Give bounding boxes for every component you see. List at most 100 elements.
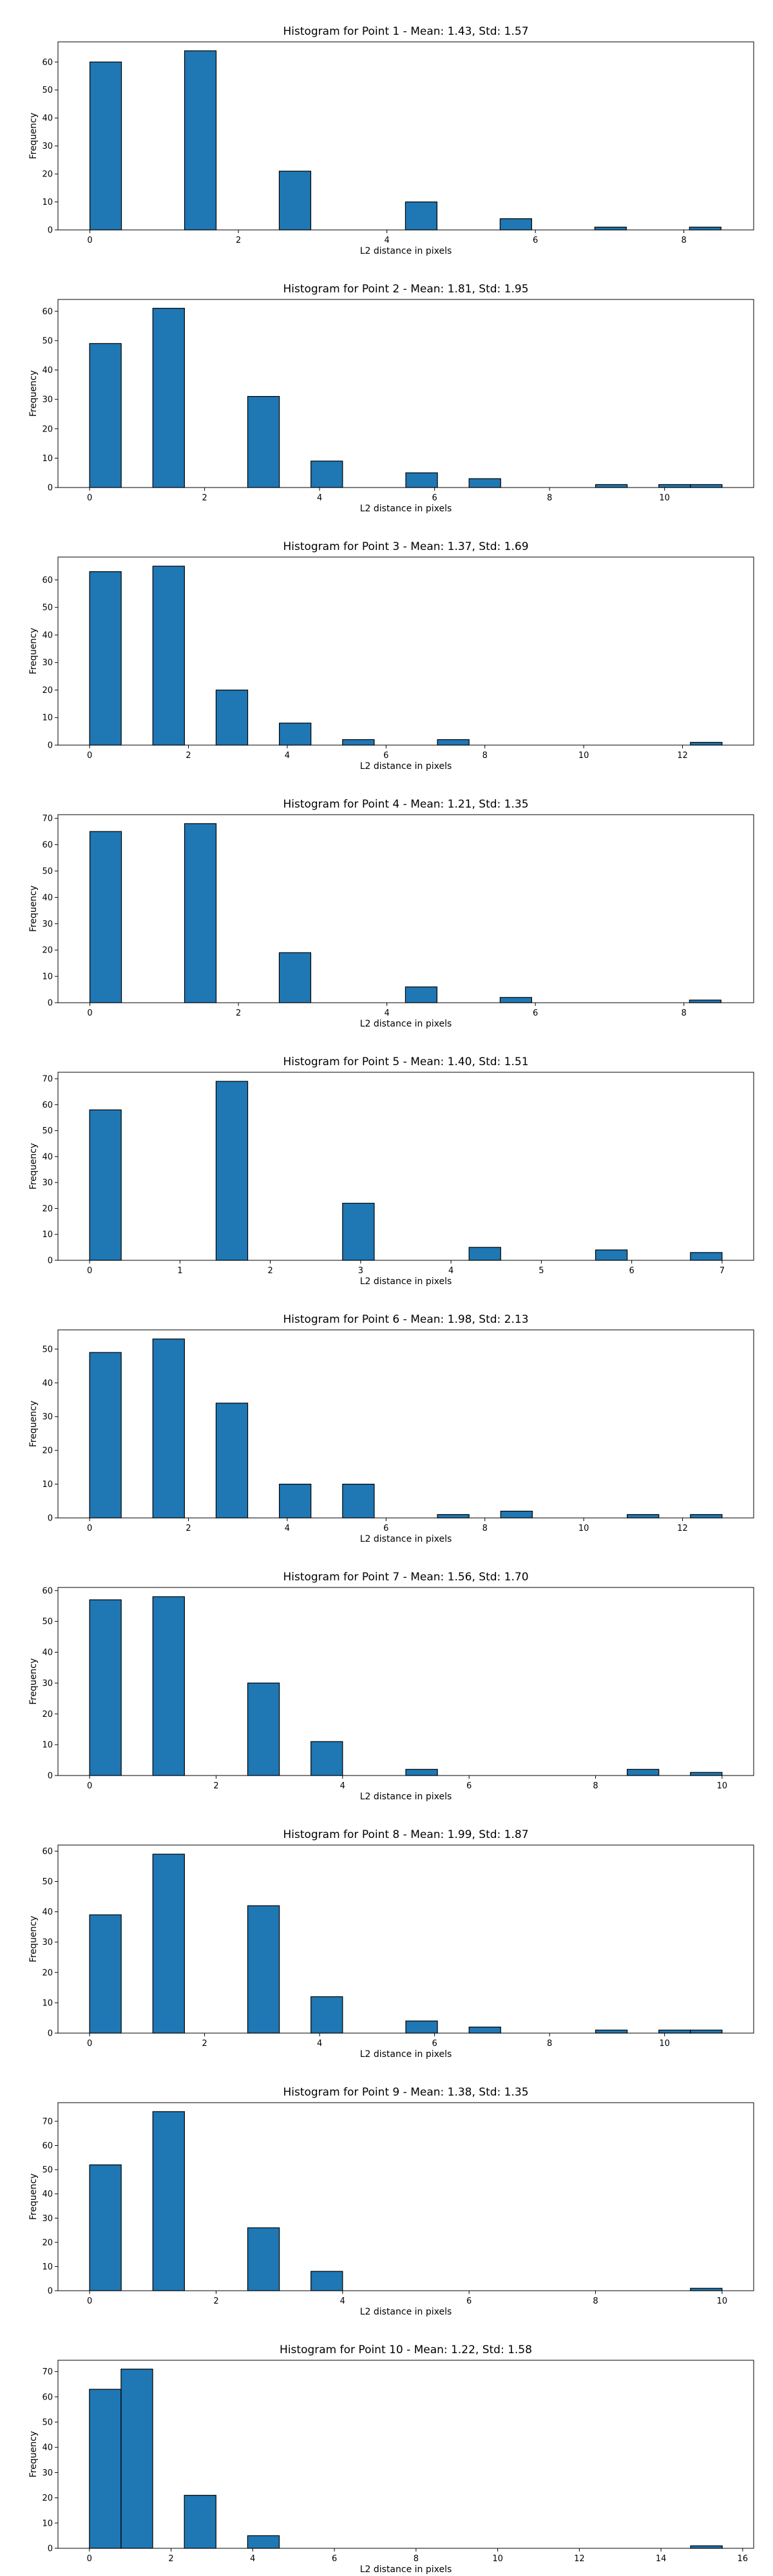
x-tick-label: 8 [593,1781,598,1791]
chart-title: Histogram for Point 8 - Mean: 1.99, Std:… [283,1828,529,1841]
x-tick-label: 10 [578,751,589,761]
x-tick-label: 10 [717,1781,728,1791]
histogram-panel-2: 0 2 4 6 8 10 0 10 20 30 40 50 60 Histogram for Point … [0,258,773,515]
plot-area: 0 2 4 6 8 0 10 20 30 40 50 60 70 [42,814,754,1018]
x-tick-label: 2 [213,1781,218,1791]
plot-area: 0 2 4 6 8 10 0 10 20 30 40 50 60 70 [42,2102,754,2306]
y-tick-label: 60 [42,840,53,850]
x-tick-label: 8 [593,2297,598,2306]
histogram-panel-1: 0 2 4 6 8 0 10 20 30 40 50 60 Histogram for Point 1 … [0,0,773,258]
y-axis-label: Frequency [28,2173,39,2221]
x-tick-label: 8 [414,2554,419,2564]
x-axis-label: L2 distance in pixels [359,1534,452,1544]
histogram-bar [89,1599,122,1776]
y-tick-label: 60 [42,58,53,68]
x-tick-label: 8 [482,751,488,761]
y-tick-label: 30 [42,1179,53,1188]
y-tick-label: 0 [48,1772,53,1781]
chart-title: Histogram for Point 3 - Mean: 1.37, Std:… [283,540,529,553]
histogram-panel-6: 0 2 4 6 8 10 12 0 10 20 30 40 50 Histogram for Point … [0,1288,773,1546]
axes-frame [57,1329,754,1519]
x-tick-label: 4 [317,493,322,503]
y-tick-label: 20 [42,1204,53,1214]
y-tick-label: 40 [42,630,53,640]
y-tick-label: 30 [42,658,53,668]
y-tick-label: 20 [42,2494,53,2503]
histogram-bar [690,2029,723,2034]
y-tick-label: 0 [48,741,53,751]
histogram-bar [310,2271,343,2291]
y-tick-label: 30 [42,920,53,929]
x-tick-label: 6 [332,2554,337,2564]
histogram-bar [405,201,438,231]
y-tick-label: 70 [42,1075,53,1084]
plot-area: 0 2 4 6 8 10 12 0 10 20 30 40 50 [42,1329,754,1533]
chart-title: Histogram for Point 5 - Mean: 1.40, Std:… [283,1056,529,1068]
histogram-panel-5: 0 1 2 3 4 5 6 7 0 10 20 30 40 50 60 70 Histogram for Poi… [0,1030,773,1288]
x-axis-label: L2 distance in pixels [359,1276,452,1287]
x-axis-label: L2 distance in pixels [359,1019,452,1029]
histogram-bar [215,689,249,746]
histogram-bar [89,343,122,488]
y-tick-label: 60 [42,1847,53,1857]
histogram-bar [468,478,501,488]
axes-frame [57,2102,754,2291]
y-tick-label: 50 [42,1345,53,1354]
y-tick-label: 40 [42,2443,53,2453]
y-tick-label: 40 [42,1152,53,1162]
x-tick-label: 12 [574,2554,585,2564]
y-tick-label: 40 [42,114,53,124]
axes-frame [57,299,754,488]
histogram-bar [405,2020,438,2034]
plot-area: 0 2 4 6 8 10 0 10 20 30 40 50 60 [42,299,754,503]
chart-title: Histogram for Point 7 - Mean: 1.56, Std:… [283,1571,529,1584]
y-tick-label: 10 [42,1230,53,1240]
histogram-bar [89,1352,122,1519]
y-axis-label: Frequency [28,1400,39,1448]
chart-title: Histogram for Point 4 - Mean: 1.21, Std:… [283,798,529,811]
x-tick-label: 0 [87,1266,92,1276]
axes-frame [57,2360,754,2549]
x-tick-label: 2 [236,236,241,245]
histogram-bar [405,986,438,1003]
y-tick-label: 30 [42,1938,53,1947]
x-tick-label: 2 [236,1009,241,1018]
x-tick-label: 3 [358,1266,363,1276]
axes-frame [57,556,754,746]
histogram-bar [152,1596,185,1776]
histogram-bar [342,1202,375,1261]
histogram-panel-8: 0 2 4 6 8 10 0 10 20 30 40 50 60 Histogram for Point … [0,1803,773,2061]
y-tick-label: 0 [48,999,53,1009]
histogram-bar [310,1741,343,1776]
y-tick-label: 0 [48,2544,53,2554]
axes-frame [57,41,754,231]
plot-area: 0 2 4 6 8 10 12 0 10 20 30 40 50 60 [42,556,754,761]
histogram-bar [500,1510,533,1519]
x-tick-label: 0 [87,1781,92,1791]
y-tick-label: 50 [42,1877,53,1887]
histogram-bar [89,571,122,746]
chart-title: Histogram for Point 10 - Mean: 1.22, Std… [280,2344,532,2356]
y-tick-label: 10 [42,1480,53,1490]
axes-frame [57,814,754,1003]
histogram-bar [689,227,721,231]
x-tick-label: 6 [466,2297,472,2306]
x-axis-label: L2 distance in pixels [359,504,452,514]
histogram-bar [89,2389,122,2549]
y-tick-label: 20 [42,2238,53,2248]
x-tick-label: 8 [547,2039,552,2049]
x-axis-label: L2 distance in pixels [359,246,452,256]
histogram-bar [437,1514,470,1519]
x-tick-label: 2 [186,1524,191,1533]
y-tick-label: 40 [42,1379,53,1388]
histogram-bar [499,218,532,231]
chart-title: Histogram for Point 1 - Mean: 1.43, Std:… [283,25,529,38]
axes-frame [57,1072,754,1261]
y-tick-label: 50 [42,1126,53,1136]
x-tick-label: 4 [317,2039,322,2049]
histogram-bar [595,484,628,488]
y-tick-label: 60 [42,576,53,585]
y-tick-label: 0 [48,2287,53,2297]
y-tick-label: 40 [42,1908,53,1917]
histogram-bar [152,2111,185,2291]
